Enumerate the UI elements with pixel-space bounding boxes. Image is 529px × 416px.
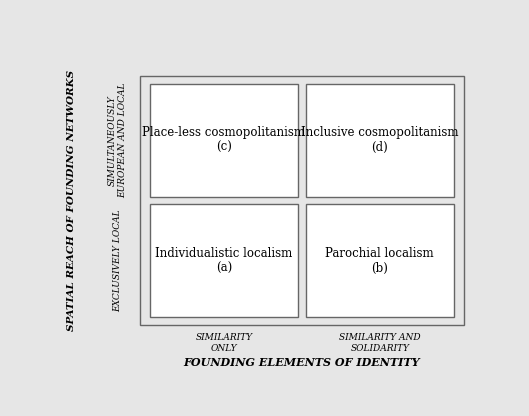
FancyBboxPatch shape [150,84,298,197]
Text: SPATIAL REACH OF FOUNDING NETWORKS: SPATIAL REACH OF FOUNDING NETWORKS [67,70,76,331]
FancyBboxPatch shape [150,204,298,317]
Text: Place-less cosmopolitanism
(c): Place-less cosmopolitanism (c) [142,126,305,154]
Text: SIMILARITY AND
SOLIDARITY: SIMILARITY AND SOLIDARITY [339,333,421,353]
Text: Parochial localism
(b): Parochial localism (b) [325,247,434,275]
Text: Individualistic localism
(a): Individualistic localism (a) [156,247,293,275]
Text: SIMULTANEOUSLY
EUROPEAN AND LOCAL: SIMULTANEOUSLY EUROPEAN AND LOCAL [108,83,127,198]
FancyBboxPatch shape [140,76,464,325]
Text: FOUNDING ELEMENTS OF IDENTITY: FOUNDING ELEMENTS OF IDENTITY [184,357,420,368]
FancyBboxPatch shape [306,204,453,317]
Text: SIMILARITY
ONLY: SIMILARITY ONLY [195,333,252,353]
Text: Inclusive cosmopolitanism
(d): Inclusive cosmopolitanism (d) [301,126,459,154]
FancyBboxPatch shape [306,84,453,197]
Text: EXCLUSIVELY LOCAL: EXCLUSIVELY LOCAL [113,209,122,312]
